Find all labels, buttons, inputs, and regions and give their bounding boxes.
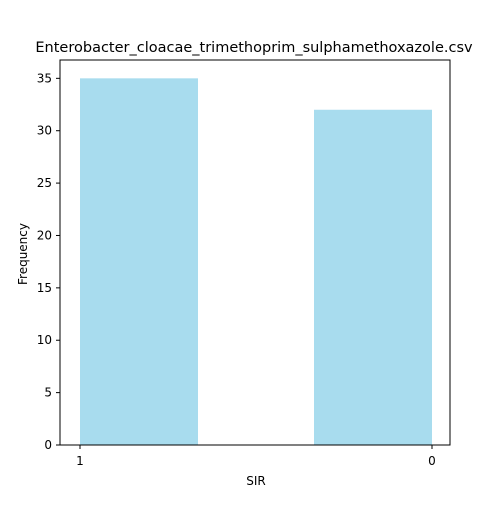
y-axis: 0 5 10 15 20 25 30 35: [37, 71, 60, 452]
y-tick-label: 10: [37, 333, 52, 347]
bar-0: [314, 109, 432, 445]
y-tick-label: 20: [37, 228, 52, 242]
x-tick-label: 0: [428, 454, 436, 468]
bars-layer: [80, 78, 432, 445]
y-tick-label: 0: [44, 438, 52, 452]
y-tick-label: 25: [37, 176, 52, 190]
x-axis-label: SIR: [246, 474, 266, 488]
plot-frame: [59, 59, 451, 446]
bar-1: [80, 78, 198, 445]
y-tick-label: 35: [37, 71, 52, 85]
y-tick-label: 15: [37, 281, 52, 295]
y-tick-label: 30: [37, 124, 52, 138]
x-tick-label: 1: [76, 454, 84, 468]
y-axis-label: Frequency: [16, 223, 30, 285]
chart-title: Enterobacter_cloacae_trimethoprim_sulpha…: [35, 40, 473, 56]
y-tick-label: 5: [44, 386, 52, 400]
